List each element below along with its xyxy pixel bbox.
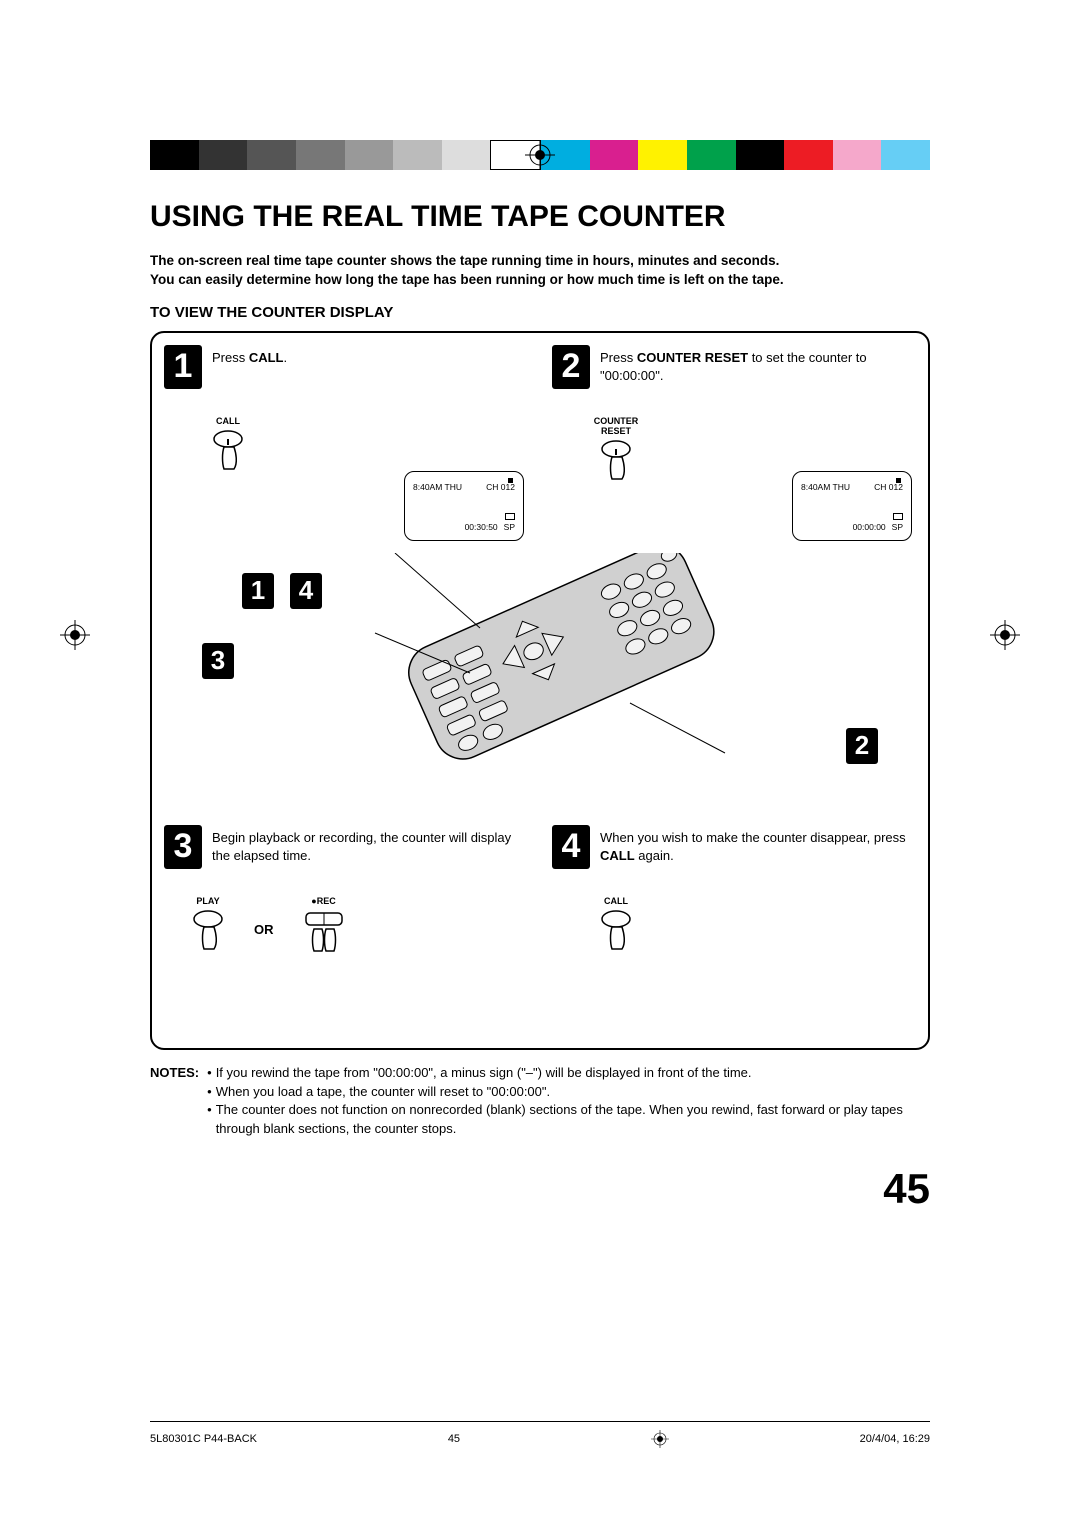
instruction-steps-box: 1 Press CALL. CALL	[150, 331, 930, 1050]
step-1: 1 Press CALL. CALL	[152, 333, 540, 553]
registration-mark-right	[990, 620, 1020, 650]
or-label: OR	[254, 922, 274, 937]
registration-mark-top	[525, 140, 555, 170]
step-4: 4 When you wish to make the counter disa…	[540, 813, 928, 1048]
onscreen-display: 8:40AM THUCH 012 00:00:00SP	[792, 471, 912, 541]
button-label-rec: ●REC	[296, 897, 352, 907]
step-2: 2 Press COUNTER RESET to set the counter…	[540, 333, 928, 553]
remote-control-icon	[330, 553, 750, 803]
footer-datetime: 20/4/04, 16:29	[860, 1433, 930, 1445]
notes-label: NOTES:	[150, 1064, 199, 1139]
remote-control-illustration: 1 4 3 2	[152, 553, 928, 813]
hand-press-icon	[204, 429, 252, 477]
step-text: Press COUNTER RESET to set the counter t…	[600, 345, 916, 385]
button-label-call: CALL	[204, 417, 252, 427]
hand-press-icon	[592, 909, 640, 957]
registration-mark-icon	[651, 1430, 669, 1448]
step-text: Begin playback or recording, the counter…	[212, 825, 528, 865]
page-number: 45	[150, 1165, 930, 1213]
callout-1-4: 1 4	[242, 573, 332, 609]
hand-press-icon	[184, 909, 232, 957]
callout-3: 3	[202, 643, 244, 679]
step-number: 3	[164, 825, 202, 869]
subheading: TO VIEW THE COUNTER DISPLAY	[150, 304, 930, 321]
step-number: 4	[552, 825, 590, 869]
step-number: 1	[164, 345, 202, 389]
step-text: When you wish to make the counter disapp…	[600, 825, 916, 865]
step-3: 3 Begin playback or recording, the count…	[152, 813, 540, 1048]
hand-press-icon	[592, 439, 640, 487]
print-footer: 5L80301C P44-BACK 45 20/4/04, 16:29	[150, 1421, 930, 1448]
onscreen-display: 8:40AM THUCH 012 00:30:50SP	[404, 471, 524, 541]
button-press-illustration: CALL	[592, 897, 916, 962]
step-text: Press CALL.	[212, 345, 287, 367]
footer-doc-id: 5L80301C P44-BACK	[150, 1433, 257, 1445]
button-press-illustration: PLAY OR ●REC	[184, 897, 528, 962]
registration-mark-left	[60, 620, 90, 650]
step-number: 2	[552, 345, 590, 389]
button-label-call: CALL	[592, 897, 640, 907]
hand-press-two-icon	[296, 909, 352, 957]
footer-page: 45	[448, 1433, 460, 1445]
intro-text: The on-screen real time tape counter sho…	[150, 252, 930, 290]
notes-section: NOTES: •If you rewind the tape from "00:…	[150, 1064, 930, 1139]
button-label-play: PLAY	[184, 897, 232, 907]
button-label-counter-reset: COUNTERRESET	[592, 417, 640, 437]
callout-2: 2	[846, 728, 888, 764]
notes-list: •If you rewind the tape from "00:00:00",…	[207, 1064, 930, 1139]
page-title: USING THE REAL TIME TAPE COUNTER	[150, 200, 930, 234]
